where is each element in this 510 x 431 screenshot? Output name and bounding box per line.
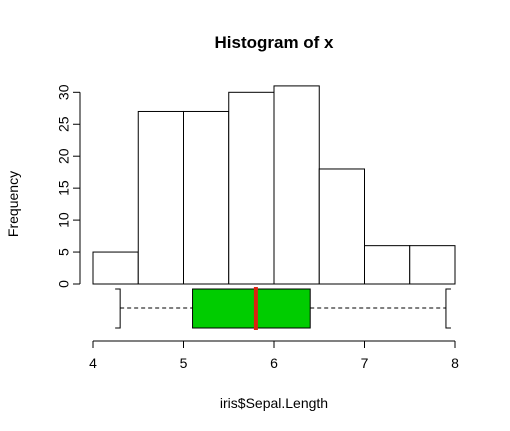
histogram-bar (318, 168, 365, 285)
boxplot-box (192, 288, 311, 329)
histogram-bar (183, 110, 230, 285)
boxplot-strip (115, 287, 451, 330)
y-axis-label: Frequency (5, 171, 21, 237)
x-tick-label: 4 (89, 355, 97, 371)
x-tick-label: 8 (451, 355, 459, 371)
histogram-bar (92, 251, 139, 285)
y-tick-label: 10 (56, 212, 72, 228)
histogram-bar (409, 245, 456, 285)
y-tick-label: 30 (56, 84, 72, 100)
y-axis: 0 5 10 15 20 25 30 (56, 84, 81, 288)
x-tick-label: 7 (361, 355, 369, 371)
x-axis: 4 5 6 7 8 (89, 340, 459, 371)
histogram-bar (137, 110, 184, 285)
histogram-bars (92, 85, 456, 285)
x-tick-label: 6 (270, 355, 278, 371)
boxplot-max-bracket (445, 288, 451, 329)
histogram-bar (273, 85, 320, 285)
y-tick-label: 15 (56, 180, 72, 196)
chart-title: Histogram of x (214, 33, 334, 52)
histogram-bar (364, 245, 411, 285)
y-tick-label: 0 (56, 280, 72, 288)
histogram-bar (228, 91, 275, 285)
boxplot-min-bracket (115, 288, 121, 329)
y-tick-label: 5 (56, 248, 72, 256)
y-tick-label: 25 (56, 116, 72, 132)
x-tick-label: 5 (180, 355, 188, 371)
y-tick-label: 20 (56, 148, 72, 164)
x-axis-label: iris$Sepal.Length (220, 395, 328, 411)
